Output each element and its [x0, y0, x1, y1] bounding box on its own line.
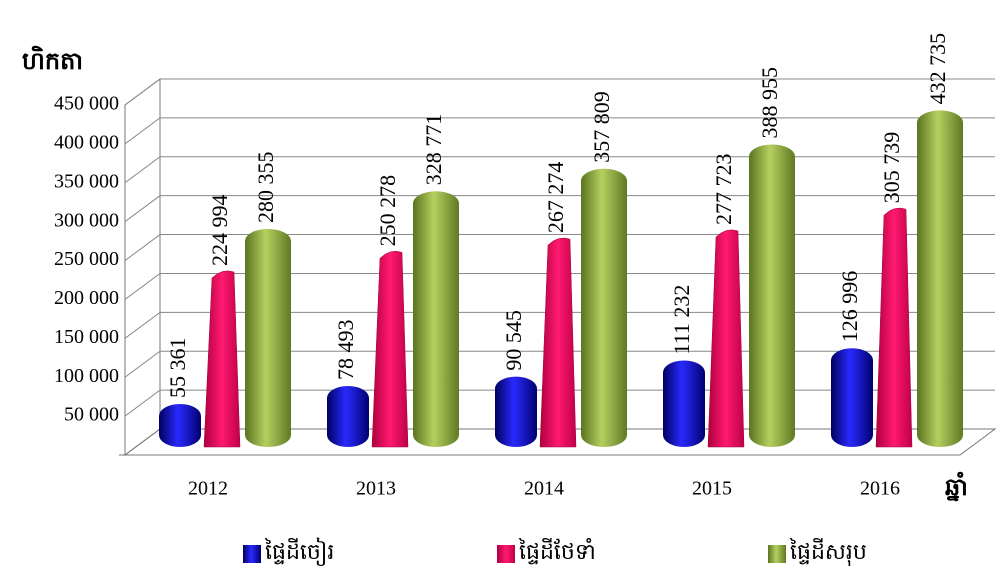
y-tick-label: 250 000 [54, 248, 119, 270]
legend-label: ផ្ទៃដីចៀរ [264, 537, 334, 566]
value-label: 78 493 [333, 319, 358, 380]
bar [581, 168, 627, 448]
value-label: 388 955 [757, 67, 782, 139]
bar [707, 229, 745, 448]
y-axis-label: ហិកតា [22, 45, 83, 75]
value-label: 90 545 [501, 310, 526, 371]
bar [327, 385, 369, 447]
y-tick-label: 300 000 [54, 209, 119, 231]
value-label: 55 361 [165, 337, 190, 398]
x-tick-label: 2014 [524, 478, 564, 500]
back-wall [124, 78, 161, 456]
bar [495, 376, 537, 447]
value-label: 126 996 [837, 271, 862, 343]
x-tick-label: 2015 [692, 478, 732, 500]
bar [539, 237, 577, 448]
bar [749, 144, 795, 448]
grid-line [124, 156, 995, 184]
bar [917, 110, 963, 447]
y-tick-label: 400 000 [54, 131, 119, 153]
value-label: 432 735 [925, 33, 950, 105]
bar [203, 270, 241, 448]
y-tick-label: 100 000 [54, 365, 119, 387]
y-tick-label: 450 000 [54, 93, 119, 115]
grid-line [124, 117, 995, 145]
value-label: 305 739 [879, 132, 904, 204]
bar [831, 348, 873, 447]
bar [875, 207, 913, 448]
bar [663, 360, 705, 447]
value-label: 111 232 [669, 285, 694, 355]
x-tick-label: 2013 [356, 478, 396, 500]
y-tick-label: 350 000 [54, 170, 119, 192]
legend-label: ផ្ទៃដីសរុប [789, 538, 867, 566]
grid-line [124, 234, 995, 261]
bar [159, 403, 201, 447]
value-label: 224 994 [207, 195, 232, 267]
legend-swatch [768, 545, 786, 563]
value-label: 357 809 [589, 91, 614, 163]
value-label: 280 355 [253, 151, 278, 223]
y-tick-label: 50 000 [64, 404, 119, 426]
x-axis-label: ឆ្នាំ [945, 471, 968, 502]
value-label: 267 274 [543, 162, 568, 234]
value-label: 250 278 [375, 175, 400, 247]
value-label: 277 723 [711, 153, 736, 225]
value-label: 328 771 [421, 114, 446, 186]
legend-swatch [243, 545, 261, 563]
grid-line [124, 78, 995, 106]
grid-line [124, 195, 995, 223]
x-tick-label: 2012 [188, 478, 228, 500]
bar [371, 250, 409, 448]
bar [245, 228, 291, 447]
legend-swatch [497, 545, 515, 563]
bar [413, 191, 459, 447]
x-tick-label: 2016 [860, 478, 900, 500]
y-tick-label: 150 000 [54, 326, 119, 348]
y-tick-label: 200 000 [54, 287, 119, 309]
legend-label: ផ្ទៃដីថែទាំ [518, 538, 596, 565]
